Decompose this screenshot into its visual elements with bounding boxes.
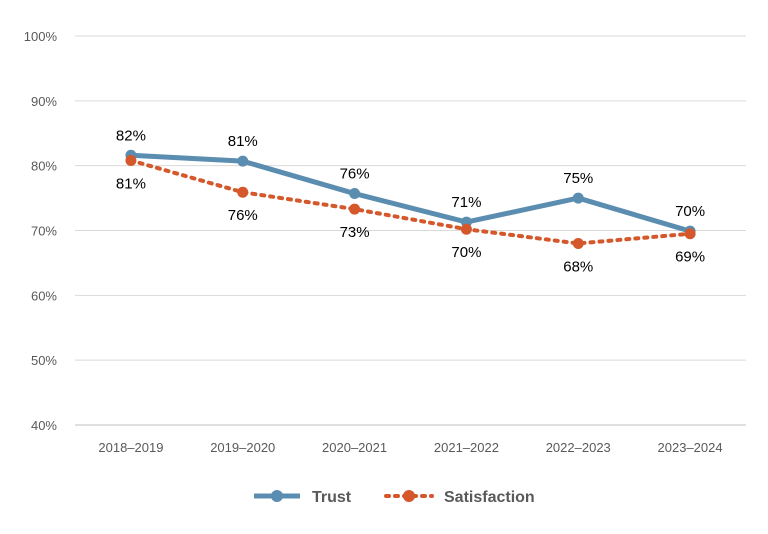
data-label-satisfaction: 81% (116, 175, 146, 192)
gridlines (75, 35, 746, 426)
data-label-trust: 70% (675, 203, 705, 220)
data-label-trust: 81% (228, 133, 258, 150)
point-satisfaction (460, 223, 472, 235)
legend-swatch-marker-satisfaction (403, 490, 415, 502)
data-label-satisfaction: 73% (340, 224, 370, 241)
data-label-satisfaction: 69% (675, 249, 705, 266)
series-line-trust (130, 152, 691, 234)
data-labels: 82% 81% 76% 71% 75% 70% 81% 76% 73% 70% 68% 69% (116, 127, 705, 275)
point-trust (572, 192, 584, 204)
series-line-satisfaction (128, 158, 693, 246)
y-tick-label: 60% (31, 288, 57, 303)
y-tick-label: 40% (31, 418, 57, 433)
point-satisfaction (237, 186, 249, 198)
point-satisfaction (572, 237, 584, 249)
data-label-satisfaction: 70% (451, 244, 481, 261)
x-tick-label: 2020–2021 (322, 440, 387, 455)
x-tick-label: 2023–2024 (658, 440, 723, 455)
data-label-trust: 76% (340, 166, 370, 183)
x-tick-label: 2021–2022 (434, 440, 499, 455)
data-label-satisfaction: 68% (563, 258, 593, 275)
legend-label-trust: Trust (312, 489, 352, 506)
y-axis: 40% 50% 60% 70% 80% 90% 100% (24, 29, 58, 433)
legend-label-satisfaction: Satisfaction (444, 489, 535, 506)
x-tick-label: 2022–2023 (546, 440, 611, 455)
y-tick-label: 100% (24, 29, 58, 44)
x-axis: 2018–2019 2019–2020 2020–2021 2021–2022 2022… (98, 440, 722, 455)
x-tick-label: 2018–2019 (98, 440, 163, 455)
legend: Trust Satisfaction (254, 489, 535, 506)
y-tick-label: 50% (31, 353, 57, 368)
x-tick-label: 2019–2020 (210, 440, 275, 455)
point-trust (349, 188, 361, 200)
data-label-trust: 71% (451, 194, 481, 211)
data-label-satisfaction: 76% (228, 207, 258, 224)
series-layer (125, 149, 696, 249)
y-tick-label: 80% (31, 159, 57, 174)
data-label-trust: 75% (563, 170, 593, 187)
point-trust (237, 155, 249, 167)
point-satisfaction (349, 203, 361, 215)
data-label-trust: 82% (116, 127, 146, 144)
y-tick-label: 90% (31, 94, 57, 109)
y-tick-label: 70% (31, 224, 57, 239)
point-satisfaction (684, 228, 696, 240)
point-satisfaction (125, 154, 137, 166)
legend-swatch-marker-trust (271, 490, 283, 502)
